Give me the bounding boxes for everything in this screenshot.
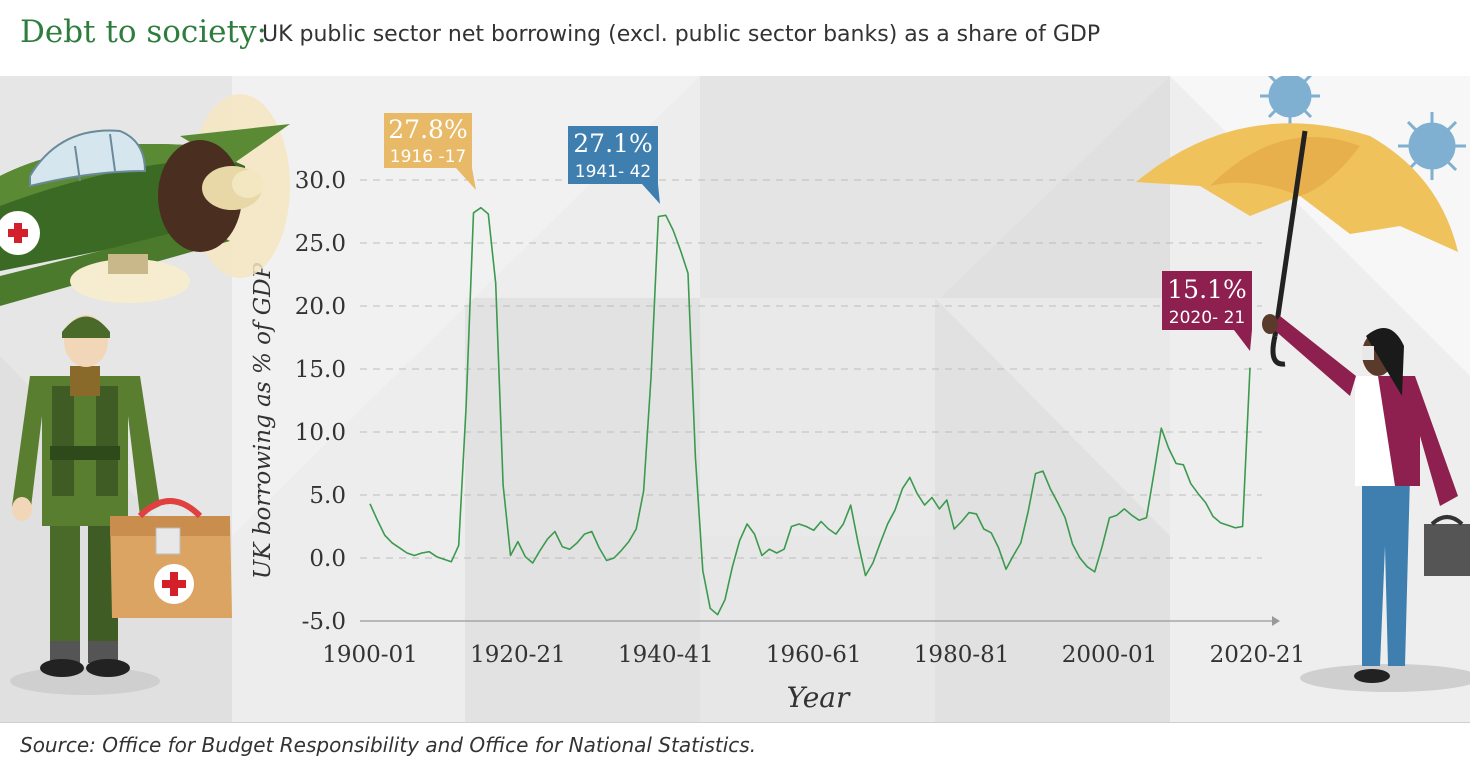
callout-ww2-value: 27.1%: [573, 129, 652, 158]
y-tick-label: 0.0: [309, 546, 346, 572]
header: Debt to society: UK public sector net bo…: [0, 0, 1470, 76]
callout-ww2-period: 1941- 42: [575, 162, 651, 182]
title-subtitle: UK public sector net borrowing (excl. pu…: [262, 22, 1101, 47]
y-tick-label: 30.0: [295, 168, 346, 194]
chart-area: 30.0 25.0 20.0 15.0 10.0 5.0 0.0 -5.0 1900-01 19…: [0, 76, 1470, 722]
callout-ww1-value: 27.8%: [388, 115, 467, 144]
callout-covid-value: 15.1%: [1167, 275, 1246, 304]
y-tick-label: 15.0: [295, 357, 346, 383]
plane-illustration: [0, 94, 290, 306]
y-tick-label: 20.0: [295, 294, 346, 320]
woman-umbrella-illustration: [1136, 123, 1470, 692]
x-tick-label: 1900-01: [322, 642, 418, 668]
virus-illustration: [1260, 76, 1466, 180]
y-axis-label: UK borrowing as % of GDP: [250, 262, 276, 579]
callout-covid-period: 2020- 21: [1169, 308, 1245, 328]
x-tick-label: 1980-81: [914, 642, 1010, 668]
y-tick-label: 10.0: [295, 420, 346, 446]
y-tick-labels: 30.0 25.0 20.0 15.0 10.0 5.0 0.0 -5.0: [295, 168, 346, 635]
footer: Source: Office for Budget Responsibility…: [0, 722, 1470, 767]
x-axis-label: Year: [787, 681, 851, 714]
x-tick-label: 2020-21: [1210, 642, 1306, 668]
x-tick-label: 2000-01: [1062, 642, 1158, 668]
x-tick-label: 1960-61: [766, 642, 862, 668]
x-tick-label: 1940-41: [618, 642, 714, 668]
callout-ww1: 27.8% 1916 -17: [384, 113, 476, 190]
y-tick-label: 5.0: [309, 483, 346, 509]
source-note: Source: Office for Budget Responsibility…: [20, 733, 757, 757]
series-line: [369, 206, 1251, 616]
x-tick-labels: 1900-01 1920-21 1940-41 1960-61 1980-81 2000-…: [322, 642, 1305, 668]
callout-covid: 15.1% 2020- 21: [1162, 271, 1252, 351]
title-lead: Debt to society:: [20, 14, 267, 50]
y-tick-label: 25.0: [295, 231, 346, 257]
callout-ww2: 27.1% 1941- 42: [568, 126, 660, 204]
x-tick-label: 1920-21: [470, 642, 566, 668]
chart-svg: 30.025.020.015.010.05.00.0-5.0 1900-01 19…: [0, 76, 1470, 722]
callout-ww1-period: 1916 -17: [390, 147, 466, 167]
x-axis-arrow: [1272, 616, 1280, 626]
soldier-illustration: [10, 315, 232, 695]
y-tick-label: -5.0: [302, 609, 346, 635]
